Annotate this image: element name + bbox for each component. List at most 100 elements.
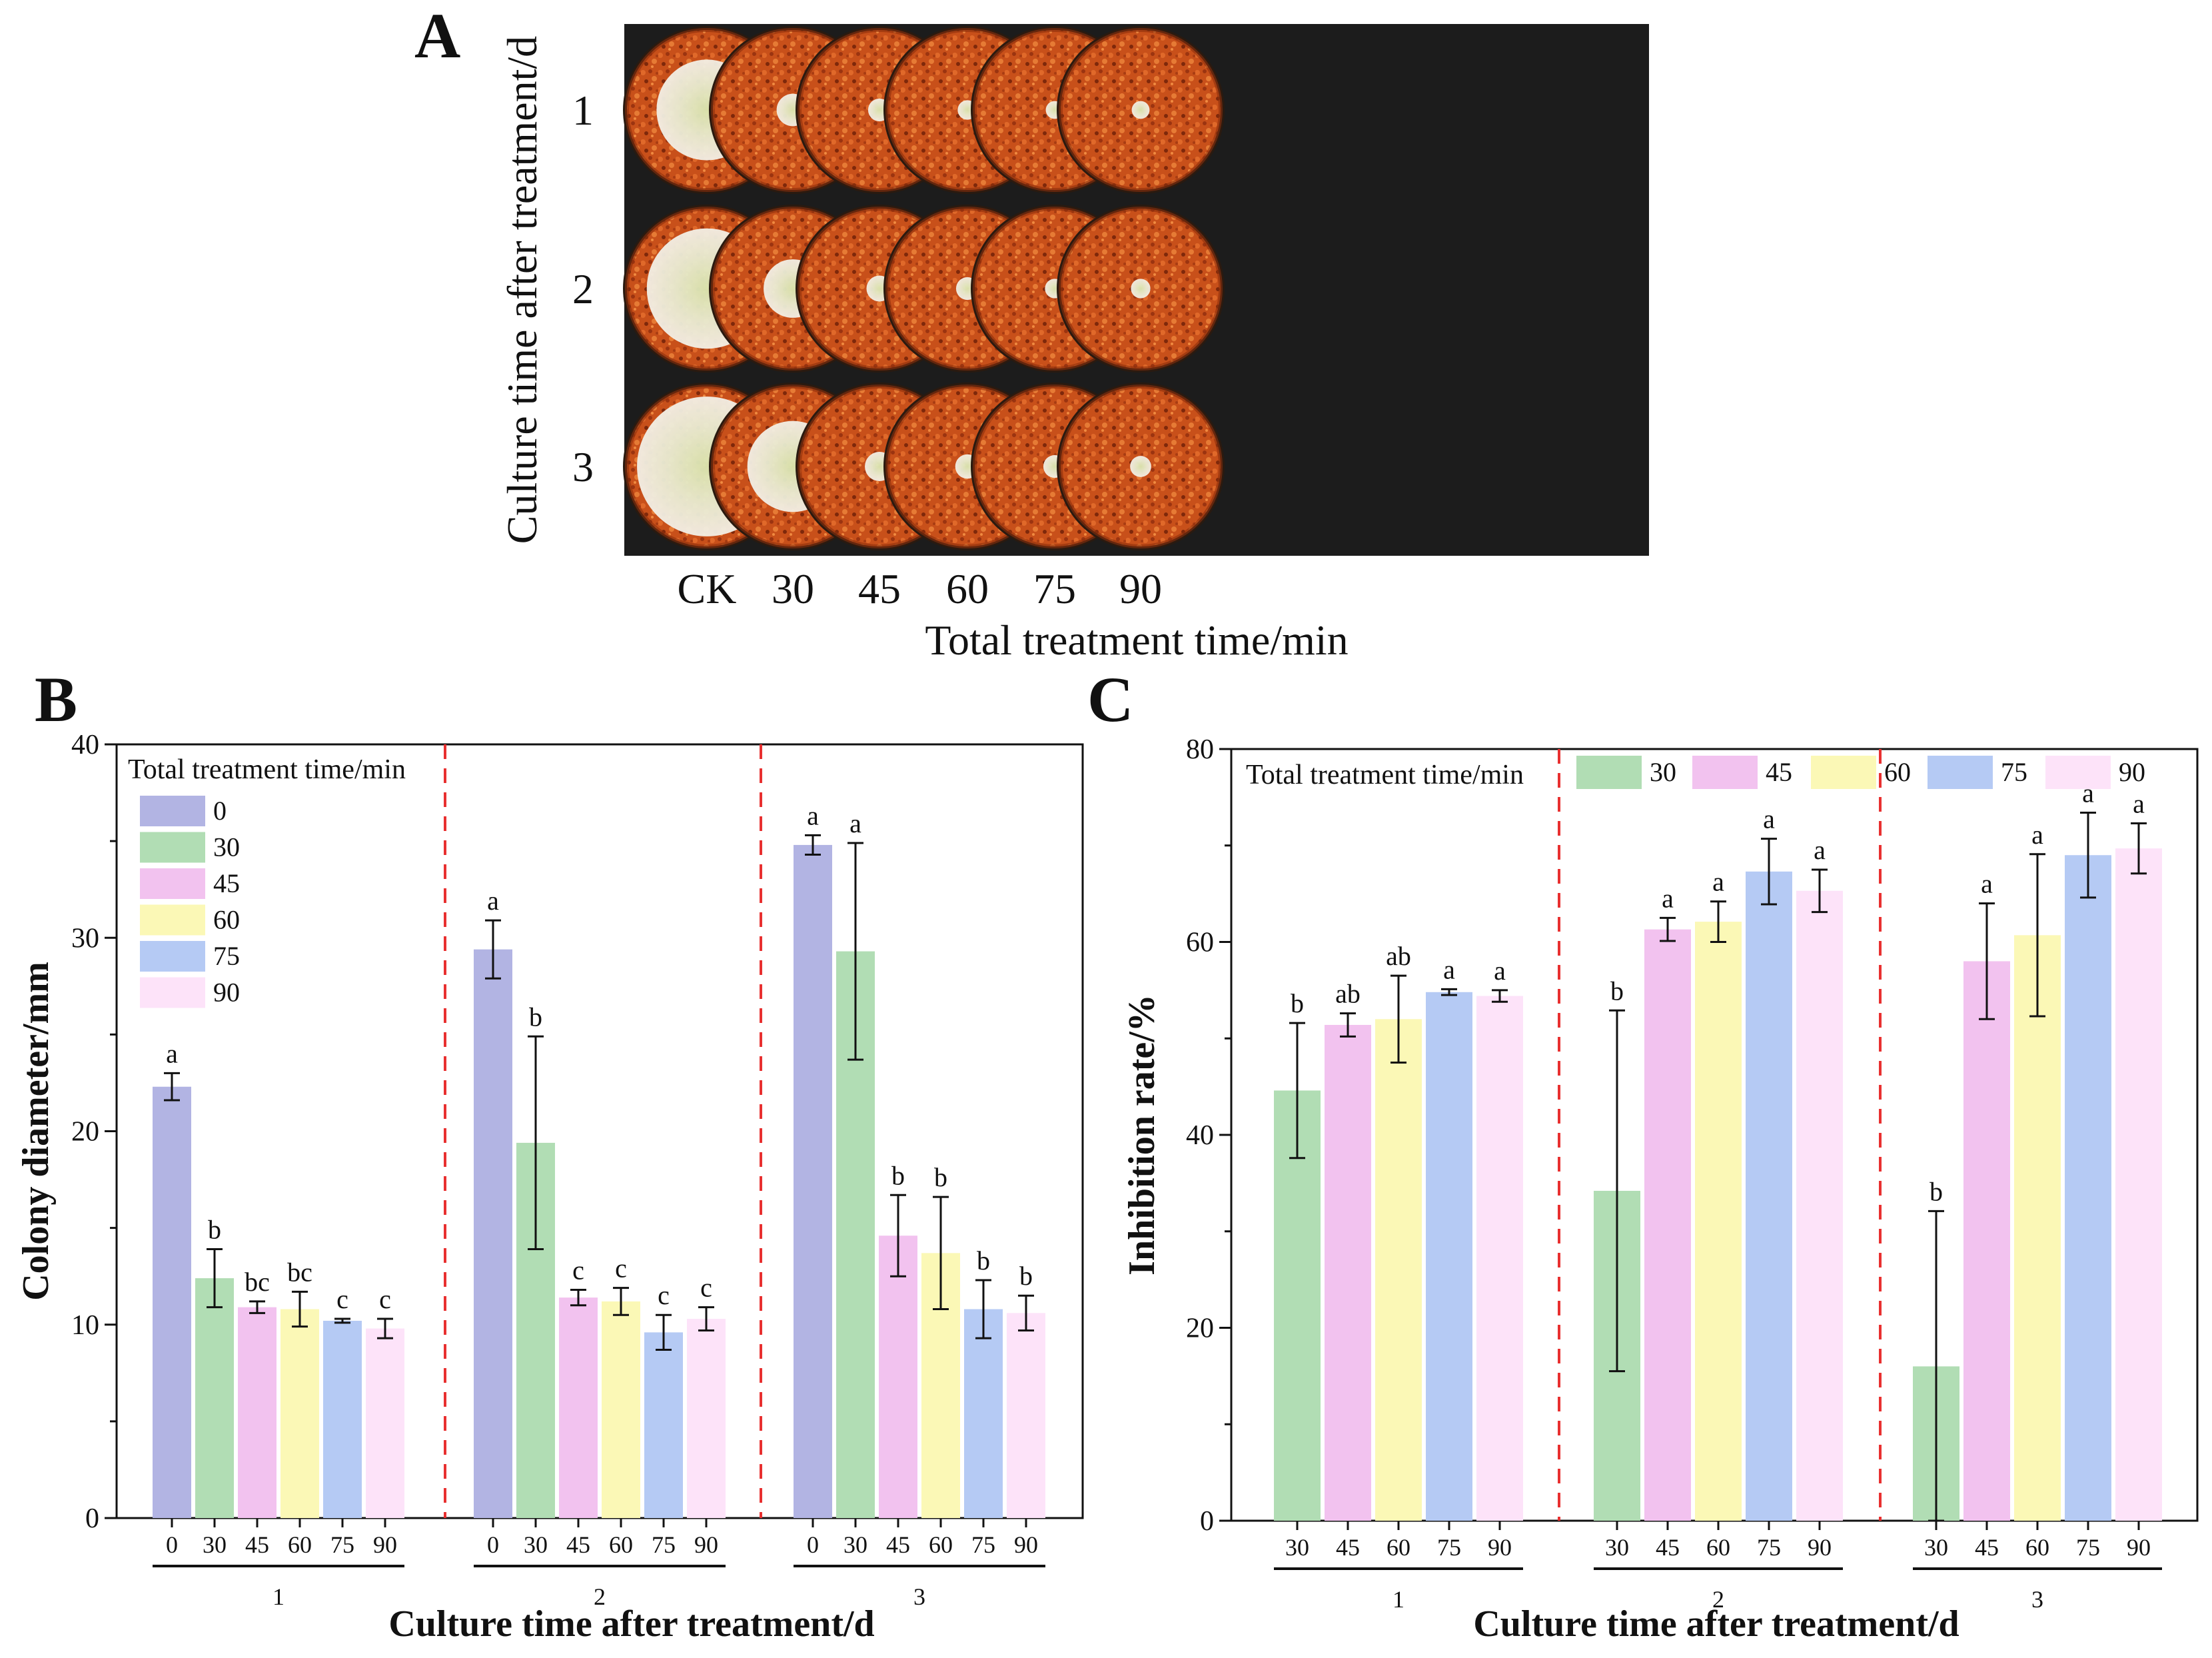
bar [794, 844, 832, 1518]
x-tick-label: 30 [1605, 1534, 1629, 1561]
significance-label: ab [1335, 979, 1361, 1009]
group-label: 2 [594, 1583, 606, 1610]
row-label: 2 [572, 265, 594, 313]
x-axis-title: Culture time after treatment/d [388, 1603, 874, 1645]
legend-label: 30 [1650, 757, 1676, 787]
col-label: 45 [858, 565, 901, 612]
legend-label: 60 [213, 905, 240, 935]
row-label: 3 [572, 443, 594, 490]
panel-a: A Culture time after treatment/d 1 2 3 CK 3… [414, 0, 1649, 664]
bar [1644, 929, 1691, 1521]
legend-label: 0 [213, 796, 227, 826]
legend-swatch [140, 868, 205, 899]
y-tick-label: 20 [71, 1117, 99, 1148]
bar [323, 1320, 362, 1518]
legend-swatch [2045, 756, 2111, 789]
x-tick-label: 30 [524, 1531, 548, 1558]
panel-a-row-labels: 1 2 3 [572, 87, 594, 490]
bar [1007, 1313, 1045, 1518]
x-tick-label: 0 [487, 1531, 499, 1558]
x-tick-label: 30 [1285, 1534, 1309, 1561]
x-tick-label: 75 [652, 1531, 676, 1558]
x-tick-label: 0 [166, 1531, 178, 1558]
legend-label: 90 [2119, 757, 2145, 787]
bar [474, 949, 512, 1518]
x-tick-label: 45 [1975, 1534, 1999, 1561]
x-tick-label: 60 [2025, 1534, 2049, 1561]
significance-label: b [934, 1162, 947, 1192]
bar [1476, 996, 1523, 1521]
bar [1426, 992, 1472, 1521]
row-label: 1 [572, 87, 594, 134]
x-tick-label: 90 [1014, 1531, 1038, 1558]
x-tick-label: 0 [807, 1531, 819, 1558]
significance-label: c [379, 1284, 391, 1314]
legend-swatch [140, 977, 205, 1008]
significance-label: bc [245, 1267, 270, 1297]
group-label: 3 [913, 1583, 925, 1610]
x-tick-label: 90 [1808, 1534, 1832, 1561]
x-tick-label: 45 [1656, 1534, 1680, 1561]
legend-swatch [140, 796, 205, 826]
significance-label: a [807, 800, 819, 830]
x-tick-label: 30 [1924, 1534, 1948, 1561]
x-tick-label: 90 [2127, 1534, 2151, 1561]
legend-swatch [1576, 756, 1642, 789]
y-tick-label: 0 [85, 1503, 99, 1534]
panel-a-label: A [414, 0, 460, 71]
y-tick-label: 30 [71, 923, 99, 954]
y-tick-label: 60 [1186, 928, 1214, 958]
col-label: 75 [1033, 565, 1076, 612]
y-tick-label: 10 [71, 1310, 99, 1341]
x-tick-label: 90 [373, 1531, 397, 1558]
significance-label: c [615, 1253, 627, 1283]
legend-swatch [1928, 756, 1993, 789]
significance-label: c [700, 1273, 712, 1303]
significance-label: c [572, 1255, 584, 1285]
significance-label: c [658, 1280, 670, 1310]
x-tick-label: 60 [1706, 1534, 1730, 1561]
x-tick-label: 90 [1488, 1534, 1512, 1561]
group-label: 3 [2031, 1586, 2043, 1613]
bar [2115, 848, 2162, 1521]
y-axis-title: Inhibition rate/% [1121, 994, 1163, 1275]
x-tick-label: 75 [1757, 1534, 1781, 1561]
y-tick-label: 80 [1186, 734, 1214, 765]
panel-a-x-title: Total treatment time/min [925, 616, 1348, 664]
legend-swatch [140, 904, 205, 936]
panel-c-label: C [1087, 664, 1133, 735]
significance-label: b [1291, 988, 1304, 1018]
significance-label: a [1443, 954, 1455, 984]
petri-dish-grid [623, 26, 1225, 550]
bar [602, 1301, 640, 1518]
x-tick-label: 75 [971, 1531, 995, 1558]
significance-label: b [1019, 1261, 1033, 1291]
x-tick-label: 60 [609, 1531, 633, 1558]
legend-label: 45 [1766, 757, 1792, 787]
significance-label: a [2031, 820, 2043, 850]
bar [195, 1278, 234, 1518]
colony [1131, 101, 1150, 119]
col-label: 60 [946, 565, 989, 612]
significance-label: a [2133, 788, 2145, 818]
bar [1796, 890, 1843, 1521]
legend-label: 75 [2001, 757, 2027, 787]
x-tick-label: 45 [566, 1531, 590, 1558]
x-tick-label: 60 [1386, 1534, 1410, 1561]
x-tick-label: 75 [1437, 1534, 1461, 1561]
legend-label: 60 [1884, 757, 1911, 787]
significance-label: b [1610, 976, 1624, 1006]
y-tick-label: 40 [71, 730, 99, 760]
bar [1963, 961, 2010, 1521]
col-label: 90 [1119, 565, 1162, 612]
legend-title: Total treatment time/min [128, 754, 406, 785]
legend-swatch [1692, 756, 1758, 789]
x-tick-label: 75 [2076, 1534, 2100, 1561]
significance-label: b [977, 1245, 990, 1275]
y-tick-label: 40 [1186, 1120, 1214, 1151]
x-tick-label: 30 [203, 1531, 227, 1558]
